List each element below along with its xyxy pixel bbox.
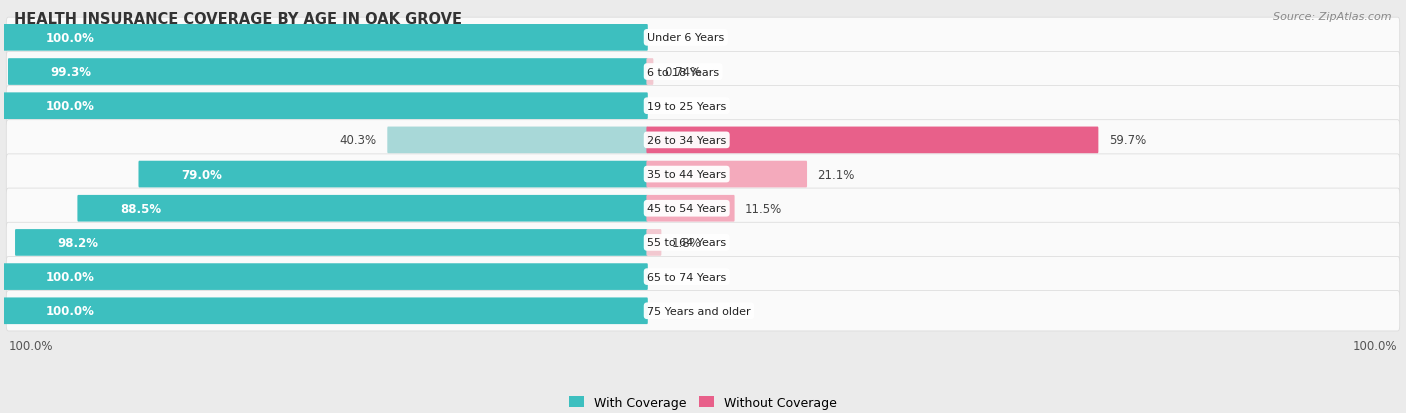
Text: 45 to 54 Years: 45 to 54 Years	[647, 204, 727, 214]
FancyBboxPatch shape	[3, 263, 648, 290]
Text: 99.3%: 99.3%	[51, 66, 91, 79]
Text: Under 6 Years: Under 6 Years	[647, 33, 724, 43]
FancyBboxPatch shape	[3, 298, 648, 324]
Text: 100.0%: 100.0%	[46, 271, 96, 283]
Text: 100.0%: 100.0%	[46, 32, 96, 45]
Text: 26 to 34 Years: 26 to 34 Years	[647, 135, 727, 145]
Text: 19 to 25 Years: 19 to 25 Years	[647, 102, 727, 112]
FancyBboxPatch shape	[6, 291, 1400, 331]
FancyBboxPatch shape	[647, 230, 661, 256]
Legend: With Coverage, Without Coverage: With Coverage, Without Coverage	[564, 391, 842, 413]
Text: 88.5%: 88.5%	[120, 202, 162, 215]
FancyBboxPatch shape	[647, 195, 734, 222]
Text: 40.3%: 40.3%	[340, 134, 377, 147]
Text: 11.5%: 11.5%	[745, 202, 782, 215]
FancyBboxPatch shape	[77, 195, 648, 222]
FancyBboxPatch shape	[647, 161, 807, 188]
FancyBboxPatch shape	[6, 18, 1400, 58]
Text: 55 to 64 Years: 55 to 64 Years	[647, 238, 727, 248]
FancyBboxPatch shape	[6, 52, 1400, 93]
FancyBboxPatch shape	[6, 86, 1400, 126]
FancyBboxPatch shape	[15, 230, 648, 256]
Text: 0.74%: 0.74%	[664, 66, 702, 79]
FancyBboxPatch shape	[8, 59, 648, 85]
Text: 65 to 74 Years: 65 to 74 Years	[647, 272, 727, 282]
FancyBboxPatch shape	[387, 127, 648, 154]
FancyBboxPatch shape	[647, 59, 654, 85]
Text: 100.0%: 100.0%	[1353, 339, 1398, 352]
FancyBboxPatch shape	[6, 223, 1400, 263]
Text: 6 to 18 Years: 6 to 18 Years	[647, 67, 720, 77]
FancyBboxPatch shape	[138, 161, 648, 188]
FancyBboxPatch shape	[6, 154, 1400, 195]
Text: 59.7%: 59.7%	[1109, 134, 1146, 147]
FancyBboxPatch shape	[6, 121, 1400, 161]
Text: HEALTH INSURANCE COVERAGE BY AGE IN OAK GROVE: HEALTH INSURANCE COVERAGE BY AGE IN OAK …	[14, 12, 463, 27]
Text: 1.8%: 1.8%	[672, 236, 702, 249]
Text: 35 to 44 Years: 35 to 44 Years	[647, 170, 727, 180]
Text: Source: ZipAtlas.com: Source: ZipAtlas.com	[1274, 12, 1392, 22]
FancyBboxPatch shape	[3, 93, 648, 120]
Text: 100.0%: 100.0%	[46, 100, 96, 113]
Text: 79.0%: 79.0%	[181, 168, 222, 181]
Text: 100.0%: 100.0%	[46, 304, 96, 318]
Text: 98.2%: 98.2%	[58, 236, 98, 249]
FancyBboxPatch shape	[647, 127, 1098, 154]
Text: 75 Years and older: 75 Years and older	[647, 306, 751, 316]
FancyBboxPatch shape	[3, 25, 648, 52]
FancyBboxPatch shape	[6, 189, 1400, 229]
Text: 100.0%: 100.0%	[8, 339, 53, 352]
FancyBboxPatch shape	[6, 257, 1400, 297]
Text: 21.1%: 21.1%	[817, 168, 855, 181]
